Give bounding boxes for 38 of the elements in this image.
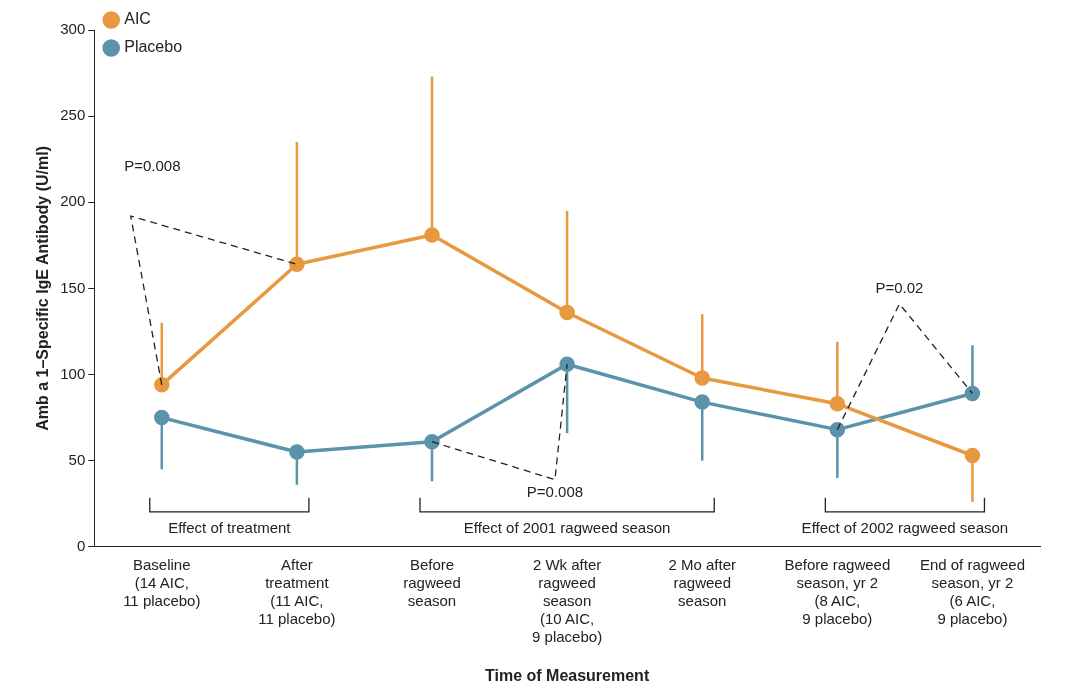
legend-label: AIC bbox=[124, 10, 151, 28]
point bbox=[694, 394, 710, 410]
point bbox=[559, 356, 575, 372]
x-tick-label: 2 Mo after ragweed season bbox=[668, 555, 736, 609]
x-tick-label: After treatment (11 AIC, 11 placebo) bbox=[258, 555, 336, 627]
x-tick-label: 2 Wk after ragweed season (10 AIC, 9 placebo) bbox=[532, 555, 603, 645]
y-tick-label: 250 bbox=[60, 106, 86, 124]
annotation: Effect of treatment bbox=[168, 518, 292, 536]
x-tick-label: Before ragweed season, yr 2 (8 AIC, 9 placebo) bbox=[784, 555, 891, 627]
y-tick-label: 300 bbox=[60, 20, 86, 38]
point bbox=[424, 227, 440, 243]
point bbox=[964, 385, 981, 402]
point bbox=[289, 444, 305, 460]
annotation: P=0.008 bbox=[124, 156, 181, 174]
point bbox=[964, 447, 981, 464]
y-tick-label: 0 bbox=[76, 536, 86, 554]
annotation: Effect of 2001 ragweed season bbox=[463, 518, 671, 536]
x-tick-label: End of ragweed season, yr 2 (6 AIC, 9 placebo) bbox=[919, 555, 1025, 627]
point bbox=[424, 433, 440, 450]
annotation: P=0.02 bbox=[875, 278, 924, 296]
y-tick-label: 200 bbox=[60, 192, 86, 210]
point bbox=[694, 370, 710, 386]
point bbox=[559, 304, 575, 321]
x-tick-label: Baseline (14 AIC, 11 placebo) bbox=[123, 555, 201, 609]
x-tick-label: Before ragweed season bbox=[403, 555, 461, 609]
point bbox=[289, 256, 305, 273]
point bbox=[154, 377, 170, 393]
legend-label: Placebo bbox=[124, 38, 183, 56]
point bbox=[154, 409, 170, 426]
y-tick-label: 150 bbox=[60, 278, 86, 296]
point bbox=[829, 421, 846, 438]
y-tick-label: 50 bbox=[68, 450, 86, 468]
x-axis-title: Time of Measurement bbox=[485, 666, 650, 684]
y-axis-title: Amb a 1–Specific IgE Antibody (U/ml) bbox=[34, 146, 52, 431]
annotation: Effect of 2002 ragweed season bbox=[801, 518, 1009, 536]
y-tick-label: 100 bbox=[60, 364, 86, 382]
point bbox=[829, 396, 846, 412]
annotation: P=0.008 bbox=[526, 483, 584, 501]
